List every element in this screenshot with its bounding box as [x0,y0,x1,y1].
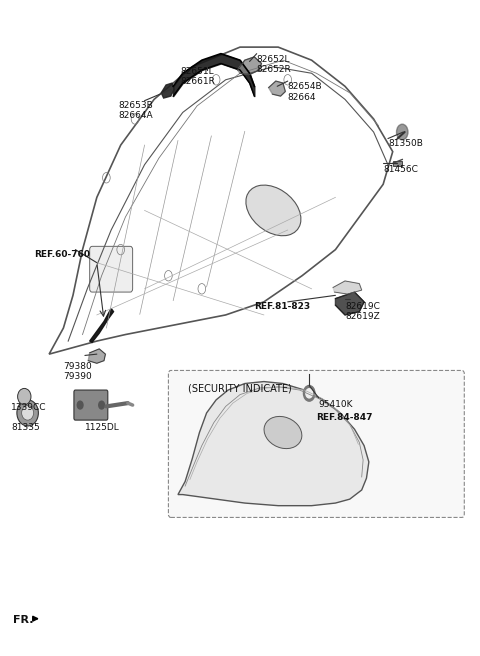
Text: 82654B
82664: 82654B 82664 [288,83,323,102]
Text: REF.81-823: REF.81-823 [254,302,311,311]
Circle shape [303,386,315,401]
Text: REF.60-760: REF.60-760 [34,250,90,258]
Polygon shape [161,83,174,98]
Text: 82651L
82661R: 82651L 82661R [180,67,215,86]
Text: 81456C: 81456C [383,165,418,174]
Circle shape [99,401,105,409]
FancyBboxPatch shape [168,371,464,518]
Polygon shape [88,349,106,363]
Text: 95410K: 95410K [319,400,353,409]
Text: 82653B
82664A: 82653B 82664A [118,100,153,120]
Text: 82619C
82619Z: 82619C 82619Z [345,302,380,321]
Bar [393,161,402,166]
Text: 79380
79390: 79380 79390 [63,362,92,381]
Polygon shape [269,81,285,96]
Polygon shape [333,281,362,294]
Ellipse shape [246,185,301,236]
Text: 1339CC: 1339CC [11,403,47,412]
Text: 82652L
82652R: 82652L 82652R [257,55,291,74]
Polygon shape [90,308,114,342]
Text: REF.84-847: REF.84-847 [316,413,373,422]
FancyBboxPatch shape [74,390,108,420]
Ellipse shape [17,400,38,426]
Text: FR.: FR. [13,615,34,625]
Text: (SECURITY INDICATE): (SECURITY INDICATE) [188,384,291,394]
FancyBboxPatch shape [90,247,132,292]
Polygon shape [336,292,364,315]
Ellipse shape [18,388,31,405]
Ellipse shape [22,405,34,420]
Circle shape [77,401,83,409]
Text: 1125DL: 1125DL [85,422,120,432]
Polygon shape [178,382,369,506]
Polygon shape [238,57,262,75]
Circle shape [396,124,408,140]
Text: 81335: 81335 [11,422,40,432]
Text: 81350B: 81350B [388,138,423,148]
Ellipse shape [264,417,302,449]
Circle shape [306,389,312,398]
